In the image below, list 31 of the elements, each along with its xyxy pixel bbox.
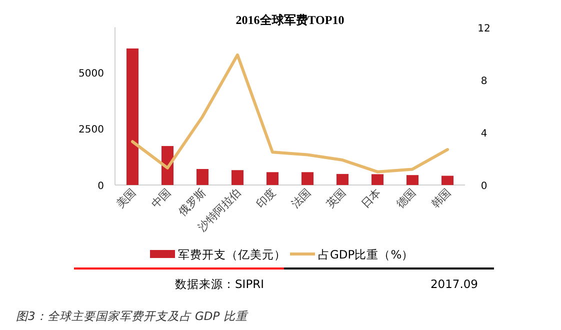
x-tick-label: 日本	[358, 186, 384, 211]
x-tick-label: 德国	[394, 186, 419, 211]
x-tick-label: 韩国	[428, 186, 454, 211]
x-tick-label: 中国	[148, 186, 174, 211]
caption: 图3：全球主要国家军费开支及占 GDP 比重	[16, 309, 248, 323]
bar	[302, 172, 314, 185]
bar	[442, 176, 454, 185]
legend-label: 军费开支（亿美元）	[178, 248, 286, 262]
line-series	[131, 53, 449, 174]
bar	[266, 172, 278, 185]
y-tick-label: 0	[98, 181, 104, 192]
x-tick-label: 英国	[324, 186, 349, 211]
bar	[196, 169, 208, 185]
text: 2017.09	[430, 277, 478, 291]
source-note: 数据来源：SIPRI	[175, 277, 264, 291]
chart-title: 2016全球军费TOP10	[236, 13, 344, 27]
x-tick-label: 美国	[114, 186, 139, 211]
y2-tick-label: 8	[480, 76, 488, 87]
x-tick-label: 印度	[254, 186, 279, 211]
bar	[336, 174, 348, 185]
legend-label: 占GDP比重（%）	[318, 248, 414, 262]
y2-tick-label: 0	[480, 181, 488, 192]
y2-tick-label: 12	[478, 23, 490, 34]
bar	[406, 175, 418, 185]
bar	[232, 170, 244, 185]
bar	[372, 174, 384, 185]
y-tick-label: 5000	[78, 68, 104, 80]
y-tick-label: 2500	[78, 124, 104, 136]
x-tick-label: 法国	[288, 186, 314, 211]
y2-tick-label: 4	[480, 128, 488, 140]
bar	[126, 48, 138, 185]
